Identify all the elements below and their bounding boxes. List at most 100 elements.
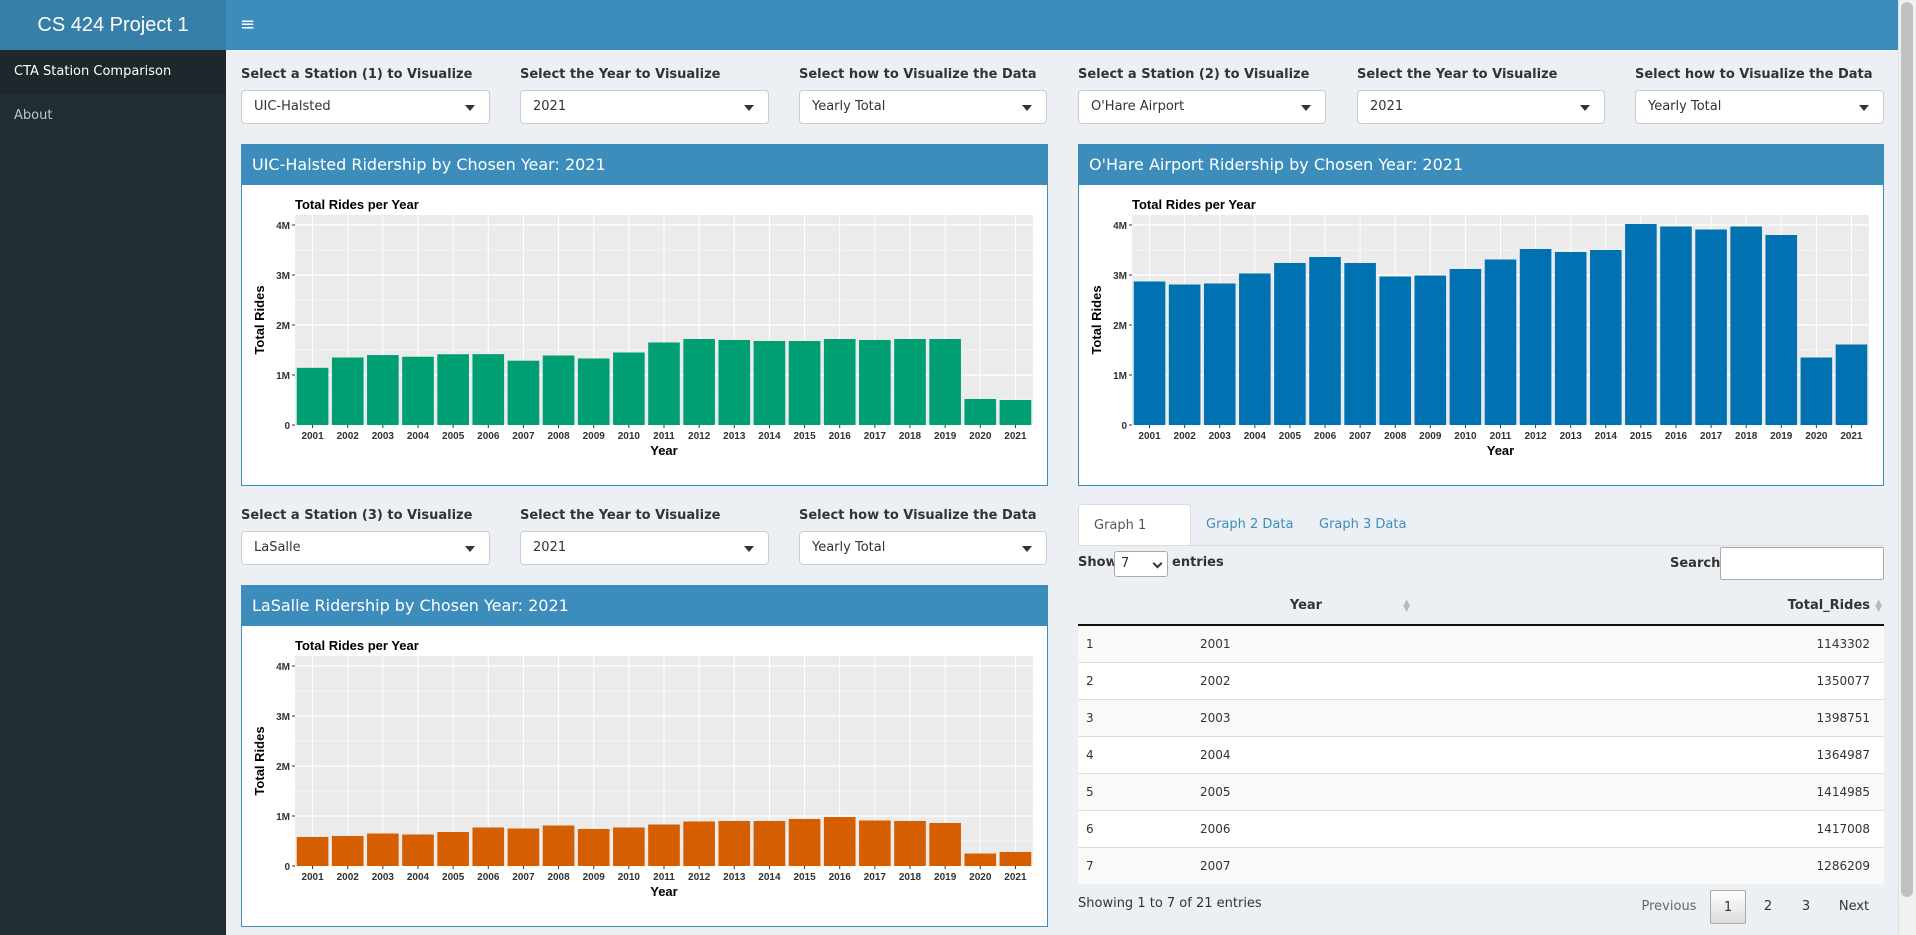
x-tick-label: 2013 <box>723 431 746 442</box>
bar <box>1484 259 1517 425</box>
y-tick-label: 4M <box>1113 221 1127 232</box>
sidebar-item-about[interactable]: About <box>14 108 53 123</box>
bar <box>823 339 856 425</box>
bar <box>613 352 645 425</box>
year3-select[interactable]: 2021 <box>520 531 769 565</box>
year1-label: Select the Year to Visualize <box>520 67 721 82</box>
bar <box>1625 224 1657 425</box>
viz2-select[interactable]: Yearly Total <box>1635 90 1884 124</box>
tab-divider <box>1078 545 1884 546</box>
entries-length-select[interactable]: 7 <box>1114 551 1168 577</box>
table-cell-index: 1 <box>1078 624 1200 662</box>
x-tick-label: 2018 <box>899 431 922 442</box>
bar <box>859 340 891 425</box>
bar <box>1239 273 1271 425</box>
table-cell-total-rides: 1143302 <box>1412 624 1884 662</box>
bar <box>964 399 997 425</box>
y-tick-label: 1M <box>1113 371 1127 382</box>
bar <box>788 341 821 425</box>
search-input[interactable] <box>1720 547 1884 580</box>
table-cell-year: 2006 <box>1200 809 1412 847</box>
pagination-page-3[interactable]: 3 <box>1801 899 1811 914</box>
bar <box>542 825 575 866</box>
length-suffix: entries <box>1172 555 1224 570</box>
page-scrollbar-thumb[interactable] <box>1901 2 1913 897</box>
table-cell-index: 3 <box>1078 698 1200 736</box>
tab-graph1-data[interactable]: Graph 1 Data <box>1078 504 1191 575</box>
table-cell-total-rides: 1364987 <box>1412 735 1884 773</box>
station1-select[interactable]: UIC-Halsted <box>241 90 490 124</box>
x-tick-label: 2003 <box>1209 431 1232 442</box>
tab-graph2-data[interactable]: Graph 2 Data <box>1206 517 1294 532</box>
x-axis-label: Year <box>650 884 677 899</box>
dropdown-caret-icon <box>1301 105 1311 111</box>
sidebar-toggle-icon[interactable]: ≡ <box>240 14 256 35</box>
bar-chart-ohare: Total Rides per Year 0 1M 2M 3M 4M 2001 2002 200… <box>1089 197 1869 458</box>
pagination-previous[interactable]: Previous <box>1641 899 1697 914</box>
bar <box>788 819 821 866</box>
bar <box>472 827 505 866</box>
y-tick-label: 4M <box>276 221 290 232</box>
bar <box>1449 269 1482 425</box>
x-tick-label: 2011 <box>1490 431 1512 442</box>
bar <box>894 339 926 425</box>
x-tick-label: 2012 <box>688 431 711 442</box>
x-tick-label: 2014 <box>758 872 781 883</box>
year1-select[interactable]: 2021 <box>520 90 769 124</box>
viz1-select[interactable]: Yearly Total <box>799 90 1047 124</box>
pagination-page-1[interactable]: 1 <box>1710 890 1746 924</box>
x-tick-label: 2018 <box>1735 431 1758 442</box>
table-cell-total-rides: 1286209 <box>1412 846 1884 884</box>
table-row[interactable]: 4 2004 1364987 <box>1078 735 1884 773</box>
pagination-page-2[interactable]: 2 <box>1763 899 1773 914</box>
tab-graph3-data[interactable]: Graph 3 Data <box>1319 517 1407 532</box>
pagination-next[interactable]: Next <box>1838 899 1870 914</box>
x-tick-label: 2013 <box>1560 431 1583 442</box>
sidebar-item-station-comparison[interactable]: CTA Station Comparison <box>0 50 226 94</box>
year3-value: 2021 <box>533 540 567 555</box>
table-row[interactable]: 7 2007 1286209 <box>1078 846 1884 884</box>
table-cell-year: 2007 <box>1200 846 1412 884</box>
bar <box>1660 226 1692 425</box>
table-row[interactable]: 2 2002 1350077 <box>1078 661 1884 699</box>
station1-label: Select a Station (1) to Visualize <box>241 67 473 82</box>
bar <box>1309 257 1341 425</box>
x-tick-label: 2016 <box>829 431 852 442</box>
table-row[interactable]: 3 2003 1398751 <box>1078 698 1884 736</box>
bar <box>929 823 961 866</box>
column-header-total-rides[interactable]: Total_Rides ▲ ▼ <box>1412 586 1884 626</box>
station2-value: O'Hare Airport <box>1091 99 1185 114</box>
table-row[interactable]: 5 2005 1414985 <box>1078 772 1884 810</box>
y-tick-label: 2M <box>276 762 290 773</box>
x-tick-label: 2013 <box>723 872 746 883</box>
x-axis-label: Year <box>1487 443 1514 458</box>
bar <box>1133 281 1166 425</box>
x-tick-label: 2010 <box>618 431 641 442</box>
station3-select[interactable]: LaSalle <box>241 531 490 565</box>
x-tick-label: 2012 <box>1524 431 1547 442</box>
dropdown-caret-icon <box>1859 105 1869 111</box>
x-tick-label: 2007 <box>1349 431 1372 442</box>
x-tick-label: 2003 <box>372 431 395 442</box>
x-tick-label: 2004 <box>407 872 430 883</box>
station1-value: UIC-Halsted <box>254 99 331 114</box>
x-tick-label: 2020 <box>969 431 992 442</box>
table-cell-index: 2 <box>1078 661 1200 699</box>
app-title[interactable]: CS 424 Project 1 <box>0 0 226 50</box>
year1-value: 2021 <box>533 99 567 114</box>
viz3-select[interactable]: Yearly Total <box>799 531 1047 565</box>
station2-select[interactable]: O'Hare Airport <box>1078 90 1326 124</box>
y-tick-label: 3M <box>1113 271 1127 282</box>
table-row[interactable]: 6 2006 1417008 <box>1078 809 1884 847</box>
year2-select[interactable]: 2021 <box>1357 90 1605 124</box>
column-header-year[interactable]: Year ▲ ▼ <box>1200 586 1412 626</box>
x-tick-label: 2021 <box>1840 431 1863 442</box>
y-tick-label: 2M <box>276 321 290 332</box>
table-row[interactable]: 1 2001 1143302 <box>1078 624 1884 662</box>
bar <box>823 817 856 866</box>
x-tick-label: 2001 <box>1138 431 1161 442</box>
bar <box>753 341 786 425</box>
x-tick-label: 2007 <box>512 872 535 883</box>
station2-label: Select a Station (2) to Visualize <box>1078 67 1310 82</box>
x-tick-label: 2007 <box>512 431 535 442</box>
